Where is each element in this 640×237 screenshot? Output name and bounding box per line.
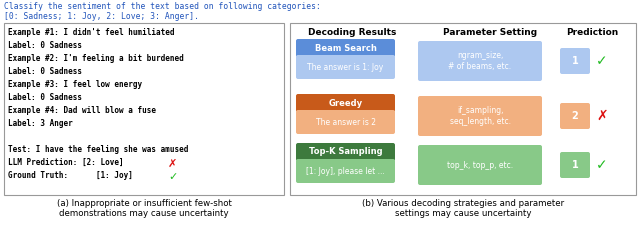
Text: Parameter Setting: Parameter Setting: [443, 28, 537, 37]
Text: Greedy: Greedy: [328, 99, 363, 108]
Text: LLM Prediction: [2: Love]: LLM Prediction: [2: Love]: [8, 158, 124, 167]
FancyBboxPatch shape: [296, 159, 395, 183]
FancyBboxPatch shape: [418, 145, 542, 185]
Text: ngram_size,
# of beams, etc.: ngram_size, # of beams, etc.: [449, 51, 511, 71]
Text: ✗: ✗: [168, 159, 177, 169]
FancyBboxPatch shape: [296, 39, 395, 57]
Text: ✓: ✓: [168, 172, 177, 182]
FancyBboxPatch shape: [418, 96, 542, 136]
Text: Label: 0 Sadness: Label: 0 Sadness: [8, 41, 82, 50]
Text: Top-K Sampling: Top-K Sampling: [308, 147, 382, 156]
Text: ✓: ✓: [596, 158, 607, 172]
FancyBboxPatch shape: [418, 41, 542, 81]
Text: ✗: ✗: [596, 109, 607, 123]
FancyBboxPatch shape: [296, 110, 395, 134]
FancyBboxPatch shape: [296, 143, 395, 161]
Text: Ground Truth:      [1: Joy]: Ground Truth: [1: Joy]: [8, 171, 133, 180]
Text: ✓: ✓: [596, 54, 607, 68]
FancyBboxPatch shape: [290, 23, 636, 195]
Text: Classify the sentiment of the text based on following categories:: Classify the sentiment of the text based…: [4, 2, 321, 11]
Text: 1: 1: [572, 160, 579, 170]
Text: (a) Inappropriate or insufficient few-shot
demonstrations may cause uncertainty: (a) Inappropriate or insufficient few-sh…: [56, 199, 232, 219]
Text: if_sampling,
seq_length, etc.: if_sampling, seq_length, etc.: [449, 106, 511, 126]
Text: The answer is 2: The answer is 2: [316, 118, 376, 127]
Text: Decoding Results: Decoding Results: [308, 28, 396, 37]
Text: Example #2: I'm feeling a bit burdened: Example #2: I'm feeling a bit burdened: [8, 54, 184, 63]
Text: top_k, top_p, etc.: top_k, top_p, etc.: [447, 160, 513, 169]
Text: 2: 2: [572, 111, 579, 121]
Text: [0: Sadness; 1: Joy, 2: Love; 3: Anger].: [0: Sadness; 1: Joy, 2: Love; 3: Anger].: [4, 12, 199, 21]
Text: (b) Various decoding strategies and parameter
settings may cause uncertainty: (b) Various decoding strategies and para…: [362, 199, 564, 219]
Text: Example #1: I didn't feel humiliated: Example #1: I didn't feel humiliated: [8, 28, 175, 37]
Text: 1: 1: [572, 56, 579, 66]
Text: The answer is 1: Joy: The answer is 1: Joy: [307, 63, 383, 72]
FancyBboxPatch shape: [560, 48, 590, 74]
FancyBboxPatch shape: [4, 23, 284, 195]
Text: Example #4: Dad will blow a fuse: Example #4: Dad will blow a fuse: [8, 106, 156, 115]
FancyBboxPatch shape: [560, 152, 590, 178]
FancyBboxPatch shape: [296, 94, 395, 112]
Text: Label: 0 Sadness: Label: 0 Sadness: [8, 93, 82, 102]
Text: Example #3: I feel low energy: Example #3: I feel low energy: [8, 80, 142, 89]
Text: Beam Search: Beam Search: [315, 44, 376, 53]
FancyBboxPatch shape: [560, 103, 590, 129]
Text: Prediction: Prediction: [566, 28, 618, 37]
Text: Label: 0 Sadness: Label: 0 Sadness: [8, 67, 82, 76]
FancyBboxPatch shape: [296, 55, 395, 79]
Text: Test: I have the feeling she was amused: Test: I have the feeling she was amused: [8, 145, 188, 154]
Text: Label: 3 Anger: Label: 3 Anger: [8, 119, 73, 128]
Text: [1: Joy], please let ...: [1: Joy], please let ...: [306, 167, 385, 176]
